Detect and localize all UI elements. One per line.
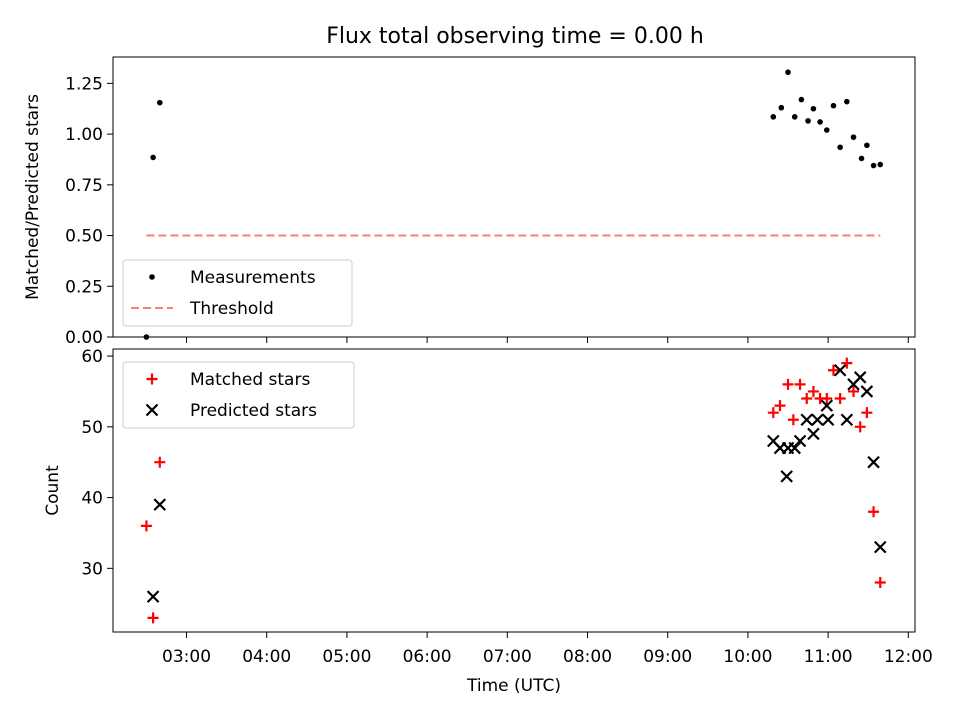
- matched-stars-point: [827, 364, 839, 376]
- y-tick-label: 50: [81, 418, 103, 438]
- measurements-point: [877, 161, 884, 168]
- top-panel: 0.00 0.25 0.50 0.75 1.00 1.25 Matched/Predicte…: [23, 56, 916, 348]
- y-tick-label: 0.00: [65, 328, 103, 348]
- predicted-stars-point: [780, 470, 793, 483]
- matched-stars-legend-label: Matched stars: [190, 370, 310, 390]
- predicted-stars-point: [820, 399, 834, 412]
- matched-stars-point: [794, 378, 806, 390]
- predicted-stars-point: [821, 413, 835, 427]
- measurements-point: [156, 99, 163, 106]
- x-tick-label: 07:00: [483, 647, 532, 667]
- predicted-stars-point: [860, 385, 874, 398]
- predicted-stars-point: [153, 498, 167, 511]
- predicted-stars-point: [146, 590, 160, 603]
- matched-stars-point: [807, 385, 819, 397]
- x-tick-label: 08:00: [563, 647, 612, 667]
- measurements-point: [823, 127, 830, 133]
- matched-stars-point: [767, 407, 779, 419]
- measurements-point: [858, 155, 865, 162]
- x-tick-label: 06:00: [403, 647, 452, 667]
- x-axis-label: Time (UTC): [466, 676, 561, 696]
- measurements-point: [143, 334, 150, 340]
- predicted-stars-point: [807, 427, 820, 441]
- x-tick-label: 11:00: [804, 647, 853, 667]
- y-tick-label: 1.25: [65, 74, 103, 94]
- chart-title: Flux total observing time = 0.00 h: [326, 24, 704, 49]
- measurements-point: [870, 162, 877, 169]
- measurements-point: [817, 119, 823, 125]
- x-tick-label: 05:00: [322, 647, 371, 667]
- y-tick-label: 40: [81, 489, 103, 509]
- threshold-legend-label: Threshold: [189, 299, 274, 319]
- matched-stars-point: [787, 414, 799, 426]
- matched-stars-point: [848, 385, 860, 397]
- matched-stars-point: [868, 506, 880, 518]
- predicted-stars-point: [788, 441, 801, 455]
- x-tick-label: 10:00: [723, 647, 772, 667]
- predicted-stars-point: [793, 434, 807, 448]
- measurements-point: [810, 105, 817, 112]
- matched-stars-point: [782, 378, 794, 390]
- y-tick-label: 1.00: [65, 125, 103, 145]
- predicted-stars-legend-label: Predicted stars: [190, 401, 317, 421]
- matched-stars-legend-marker: [146, 373, 158, 385]
- y-tick-label: 0.75: [65, 176, 103, 196]
- measurements-legend-marker: [149, 274, 155, 280]
- matched-stars-point: [821, 393, 833, 405]
- matched-stars-point: [147, 612, 159, 624]
- y-axis-label: Matched/Predicted stars: [23, 94, 43, 300]
- matched-stars-point: [874, 576, 886, 588]
- matched-stars-point: [801, 393, 813, 405]
- predicted-stars-point: [867, 455, 880, 469]
- y-tick-label: 30: [81, 559, 103, 579]
- measurements-point: [805, 118, 811, 124]
- measurements-point: [785, 69, 791, 76]
- y-tick-label: 0.25: [65, 277, 103, 297]
- y-tick-label: 60: [81, 347, 103, 367]
- measurements-legend-label: Measurements: [190, 268, 316, 288]
- predicted-stars-legend-marker: [145, 403, 159, 417]
- x-tick-label: 04:00: [242, 647, 291, 667]
- predicted-stars-point: [873, 540, 887, 554]
- axes-frame: [112, 56, 916, 338]
- measurements-point: [830, 102, 837, 109]
- measurements-point: [844, 98, 850, 105]
- y-tick-label: 0.50: [65, 227, 103, 247]
- y-axis-label: Count: [43, 465, 63, 516]
- measurements-point: [778, 104, 785, 111]
- measurements-point: [770, 114, 777, 120]
- axes-frame: [112, 348, 916, 633]
- x-tick-label: 12:00: [884, 647, 933, 667]
- predicted-stars-point: [840, 413, 854, 427]
- bottom-panel: 30 40 50 60 03:00 04:00 05:00 06:00 07:00 08:00 09…: [43, 347, 933, 696]
- matched-stars-point: [774, 400, 786, 412]
- matched-stars-point: [140, 520, 152, 532]
- matched-stars-point: [861, 407, 873, 419]
- matched-stars-point: [841, 357, 853, 369]
- matched-stars-point: [834, 393, 846, 405]
- matched-stars-point: [154, 456, 166, 468]
- measurements-point: [850, 134, 857, 140]
- legend-box: [122, 259, 353, 327]
- measurements-point: [791, 114, 798, 120]
- measurements-point: [864, 142, 870, 149]
- legend-box: [122, 361, 355, 429]
- predicted-stars-point: [800, 413, 814, 427]
- predicted-stars-point: [853, 371, 867, 384]
- measurements-point: [150, 154, 156, 161]
- matched-stars-point: [854, 421, 866, 433]
- measurements-point: [798, 96, 805, 103]
- x-tick-label: 09:00: [643, 647, 692, 667]
- predicted-stars-point: [833, 363, 847, 377]
- x-tick-label: 03:00: [162, 647, 211, 667]
- predicted-stars-point: [811, 413, 824, 427]
- measurements-point: [837, 144, 843, 151]
